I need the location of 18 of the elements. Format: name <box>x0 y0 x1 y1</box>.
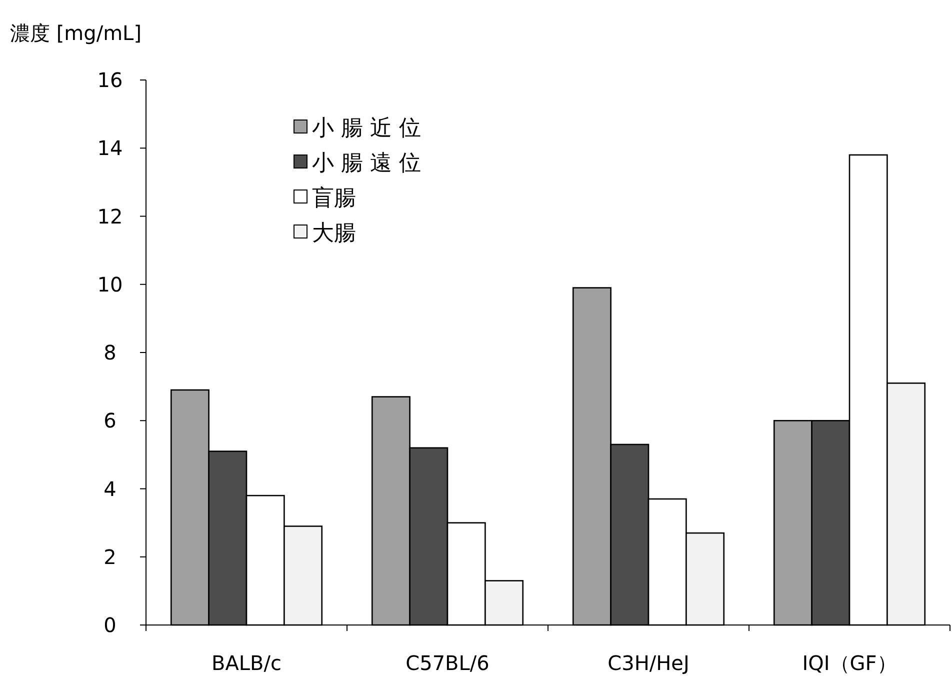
legend-label: 小 腸 近 位 <box>312 116 421 141</box>
y-tick-label: 8 <box>104 340 116 364</box>
legend-label: 大腸 <box>312 221 356 246</box>
x-tick-label: BALB/c <box>212 651 282 675</box>
y-tick-label: 6 <box>104 408 116 433</box>
x-tick-label: C3H/HeJ <box>608 651 690 675</box>
y-axis-title: 濃度 [mg/mL] <box>10 21 142 45</box>
y-tick-label: 12 <box>97 204 123 228</box>
y-tick-label: 4 <box>104 476 116 501</box>
y-tick-label: 10 <box>97 272 123 296</box>
y-tick-label: 2 <box>104 544 116 569</box>
x-tick-label: IQI（GF） <box>802 651 897 675</box>
y-tick-label: 14 <box>97 136 123 160</box>
x-tick-label: C57BL/6 <box>406 651 490 675</box>
legend-label: 小 腸 遠 位 <box>312 151 421 176</box>
legend-label: 盲腸 <box>312 186 356 211</box>
y-tick-label: 16 <box>97 68 123 92</box>
y-tick-label: 0 <box>104 613 116 637</box>
